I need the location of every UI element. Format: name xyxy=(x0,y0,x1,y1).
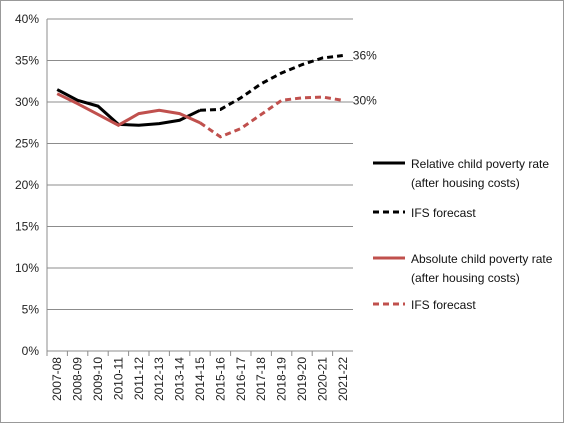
value-label: 30% xyxy=(353,93,377,107)
y-tick-label: 25% xyxy=(15,137,39,151)
x-tick-label: 2015-16 xyxy=(213,357,227,401)
y-tick-label: 5% xyxy=(22,303,40,317)
x-tick-label: 2007-08 xyxy=(50,357,64,401)
x-tick-label: 2014-15 xyxy=(193,357,207,401)
y-tick-label: 40% xyxy=(15,12,39,26)
series-line xyxy=(199,95,344,139)
x-tick-label: 2018-19 xyxy=(275,357,289,401)
legend-label: IFS forecast xyxy=(411,206,476,220)
series-line xyxy=(199,54,343,112)
y-tick-label: 30% xyxy=(15,95,39,109)
x-tick-label: 2016-17 xyxy=(234,357,248,401)
value-label: 36% xyxy=(353,49,377,63)
x-tick-label: 2019-20 xyxy=(295,357,309,401)
x-tick-label: 2011-12 xyxy=(132,357,146,400)
y-tick-label: 20% xyxy=(15,178,39,192)
legend-label: Absolute child poverty rate (after housi… xyxy=(411,252,553,285)
x-tick-label: 2017-18 xyxy=(254,357,268,401)
x-tick-label: 2008-09 xyxy=(71,357,85,401)
y-tick-label: 35% xyxy=(15,54,39,68)
y-tick-label: 15% xyxy=(15,220,39,234)
x-tick-label: 2013-14 xyxy=(173,357,187,401)
x-tick-label: 2009-10 xyxy=(91,357,105,401)
legend-label: Relative child poverty rate (after housi… xyxy=(411,157,550,190)
x-tick-label: 2021-22 xyxy=(336,357,350,401)
series-line xyxy=(56,88,201,127)
y-tick-label: 10% xyxy=(15,261,39,275)
series-line xyxy=(56,92,201,127)
legend-label: IFS forecast xyxy=(411,298,476,312)
x-tick-label: 2020-21 xyxy=(315,357,329,401)
y-tick-label: 0% xyxy=(22,344,40,358)
x-tick-label: 2012-13 xyxy=(152,357,166,401)
x-tick-label: 2010-11 xyxy=(111,357,125,400)
